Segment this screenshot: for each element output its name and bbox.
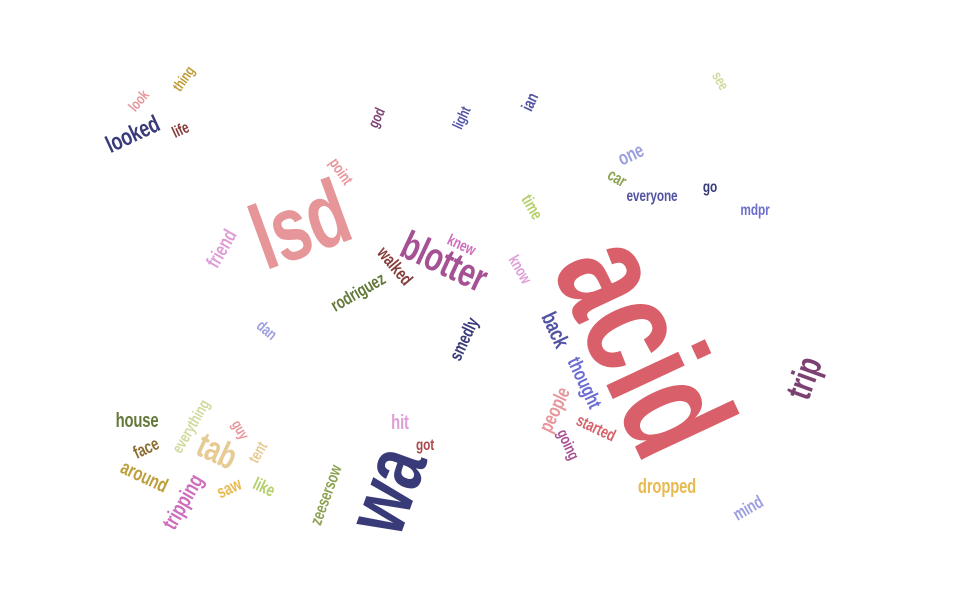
word-looked: looked — [101, 110, 164, 159]
word-life: life — [169, 119, 192, 142]
word-thing: thing — [169, 63, 199, 95]
word-dan: dan — [252, 317, 280, 344]
word-time: time — [517, 191, 547, 223]
word-tent: tent — [245, 439, 272, 467]
word-face: face — [129, 433, 163, 463]
word-mdpr: mdpr — [740, 202, 770, 219]
word-going: going — [553, 426, 582, 463]
word-around: around — [117, 456, 171, 498]
word-light: light — [449, 104, 475, 132]
word-god: god — [365, 105, 389, 131]
word-look: look — [125, 86, 153, 116]
word-blotter: blotter — [393, 223, 495, 301]
word-dropped: dropped — [637, 476, 697, 498]
word-house: house — [115, 410, 159, 432]
word-rodriguez: rodriguez — [327, 268, 389, 316]
word-got: got — [415, 437, 435, 454]
word-see: see — [708, 68, 732, 94]
word-like: like — [249, 473, 279, 501]
word-trip: trip — [777, 351, 830, 405]
word-everyone: everyone — [626, 188, 678, 205]
word-ian: ian — [517, 89, 543, 115]
word-friend: friend — [202, 226, 242, 272]
word-one: one — [614, 139, 648, 171]
word-mind: mind — [729, 491, 767, 525]
word-go: go — [702, 179, 718, 196]
word-smedly: smedly — [445, 314, 483, 364]
word-saw: saw — [213, 473, 245, 503]
word-hit: hit — [391, 412, 409, 434]
